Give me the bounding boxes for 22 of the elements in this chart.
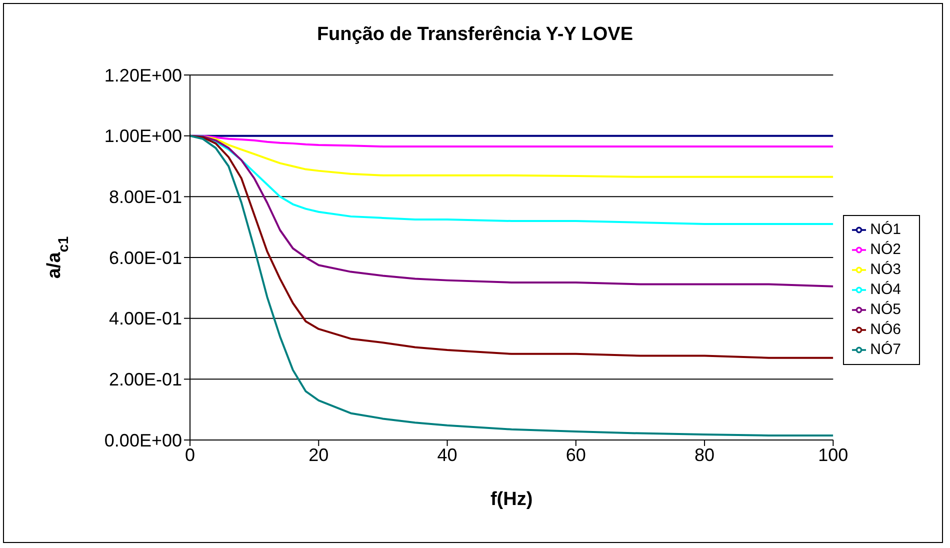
legend-label: NÓ3 [870,261,901,278]
y-tick-label: 4.00E-01 [108,308,182,329]
legend-label: NÓ6 [870,321,901,338]
y-tick-label: 6.00E-01 [108,248,182,268]
legend-label: NÓ5 [870,301,901,318]
y-tick-label: 1.20E+00 [104,65,182,86]
x-tick-label: 100 [818,444,848,465]
x-tick-label: 20 [308,444,329,465]
x-tick-label: 40 [437,444,458,465]
chart-title: Função de Transferência Y-Y LOVE [316,24,634,46]
legend-label: NÓ7 [870,341,901,358]
y-tick-label: 0.00E+00 [104,430,182,450]
y-tick-label: 2.00E-01 [108,370,182,390]
legend-label: NÓ2 [870,241,901,258]
y-tick-label: 1.00E+00 [104,126,182,146]
x-tick-label: 0 [184,444,196,465]
legend-label: NÓ1 [870,221,901,238]
x-tick-label: 80 [694,444,715,465]
legend-label: NÓ4 [870,281,901,298]
y-tick-label: 8.00E-01 [108,187,182,208]
x-axis-title: f(Hz) [490,489,533,510]
x-tick-label: 60 [566,444,586,465]
